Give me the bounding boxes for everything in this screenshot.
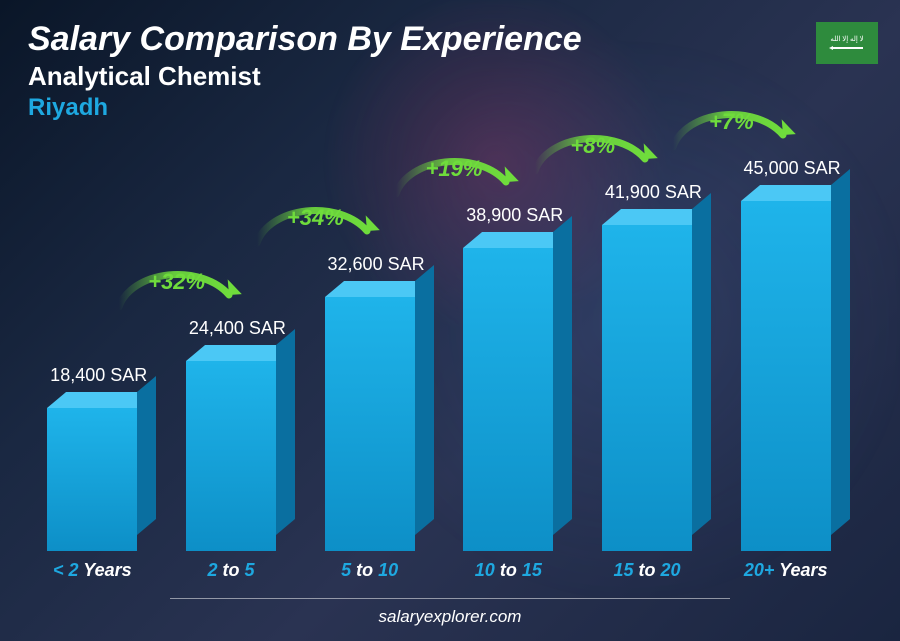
bar-front-face (463, 248, 553, 551)
bar-front-face (325, 297, 415, 551)
country-flag: لا إله إلا الله (816, 22, 878, 64)
bar-group: 38,900 SAR10 to 15+19% (444, 248, 573, 551)
pct-label: +34% (245, 205, 385, 231)
bar (741, 201, 831, 551)
bar-value-label: 45,000 SAR (712, 158, 872, 179)
footer-credit: salaryexplorer.com (0, 607, 900, 627)
bar-value-label: 38,900 SAR (435, 205, 595, 226)
bar (186, 361, 276, 551)
bar-front-face (602, 225, 692, 551)
pct-label: +8% (523, 133, 663, 159)
bar-side-face (276, 329, 295, 535)
pct-label: +19% (384, 156, 524, 182)
bar-side-face (415, 265, 434, 535)
bar-front-face (186, 361, 276, 551)
svg-text:لا إله إلا الله: لا إله إلا الله (830, 35, 863, 43)
bar (47, 408, 137, 551)
category-label: 2 to 5 (161, 560, 301, 581)
page-title: Salary Comparison By Experience (28, 20, 582, 59)
bar-value-label: 41,900 SAR (573, 182, 733, 203)
bar (325, 297, 415, 551)
bar-group: 18,400 SAR< 2 Years (28, 408, 157, 551)
category-label: 10 to 15 (438, 560, 578, 581)
bar-side-face (137, 376, 156, 535)
footer-divider (170, 598, 730, 599)
location: Riyadh (28, 94, 582, 122)
bar-group: 24,400 SAR2 to 5+32% (167, 361, 296, 551)
salary-chart: 18,400 SAR< 2 Years24,400 SAR2 to 5+32%3… (28, 145, 850, 581)
pct-increase: +34% (245, 197, 385, 247)
pct-label: +7% (661, 109, 801, 135)
category-label: 15 to 20 (577, 560, 717, 581)
bar-side-face (553, 216, 572, 535)
category-label: 5 to 10 (300, 560, 440, 581)
bar-group: 45,000 SAR20+ Years+7% (721, 201, 850, 551)
header: Salary Comparison By Experience Analytic… (28, 20, 582, 122)
bar-value-label: 32,600 SAR (296, 254, 456, 275)
bar (602, 225, 692, 551)
bar-side-face (831, 169, 850, 535)
bar-side-face (692, 193, 711, 535)
pct-increase: +32% (107, 261, 247, 311)
bar-front-face (741, 201, 831, 551)
saudi-flag-icon: لا إله إلا الله (823, 29, 871, 57)
bars-container: 18,400 SAR< 2 Years24,400 SAR2 to 5+32%3… (28, 171, 850, 551)
category-label: 20+ Years (716, 560, 856, 581)
pct-label: +32% (107, 269, 247, 295)
bar-value-label: 24,400 SAR (157, 318, 317, 339)
pct-increase: +8% (523, 125, 663, 175)
pct-increase: +19% (384, 148, 524, 198)
bar-group: 41,900 SAR15 to 20+8% (583, 225, 712, 551)
bar-group: 32,600 SAR5 to 10+34% (305, 297, 434, 551)
bar-value-label: 18,400 SAR (19, 365, 179, 386)
job-title: Analytical Chemist (28, 61, 582, 92)
bar-front-face (47, 408, 137, 551)
bar (463, 248, 553, 551)
pct-increase: +7% (661, 101, 801, 151)
category-label: < 2 Years (22, 560, 162, 581)
